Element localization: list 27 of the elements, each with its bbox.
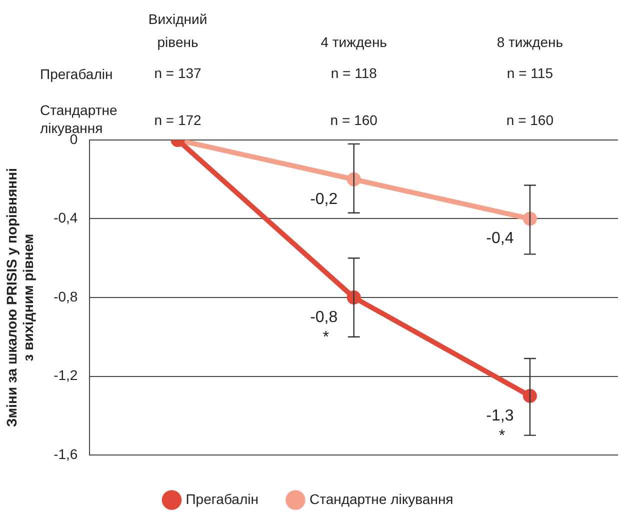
point [346, 172, 361, 186]
text: n = 172 [154, 111, 202, 130]
y-axis-title: Зміни за шкалою PRISIS у порівнянні з вихідним рівнем [3, 168, 36, 427]
point [522, 212, 537, 226]
x-tick-label: Вихідний рівень [147, 10, 208, 52]
text: n = 115 [506, 64, 553, 83]
data-label: -1,3 [486, 407, 514, 424]
data-label: -0,4 [486, 230, 514, 248]
legend-label: Стандартне лікування [309, 490, 454, 507]
text: n = 160 [330, 111, 378, 130]
y-tick-label: -1,6 [54, 446, 78, 462]
y-tick-label: -1,2 [54, 367, 78, 384]
point [346, 290, 361, 304]
x-tick-label: 8 тиждень [496, 33, 564, 52]
annotation: * [498, 427, 506, 444]
annotation: * [322, 328, 329, 346]
text: Прегабалін [40, 65, 114, 83]
y-tick-label: -0,8 [54, 288, 78, 304]
legend-label: Прегабалін [186, 490, 258, 507]
text: n = 137 [154, 64, 202, 83]
y-tick-label: -0,4 [54, 210, 78, 226]
x-tick-label: 4 тиждень [320, 33, 388, 52]
point [522, 388, 537, 403]
data-label: -0,2 [310, 190, 338, 208]
data-label: -0,8 [310, 308, 338, 326]
text: n = 160 [506, 111, 554, 130]
text: n = 118 [330, 64, 377, 83]
